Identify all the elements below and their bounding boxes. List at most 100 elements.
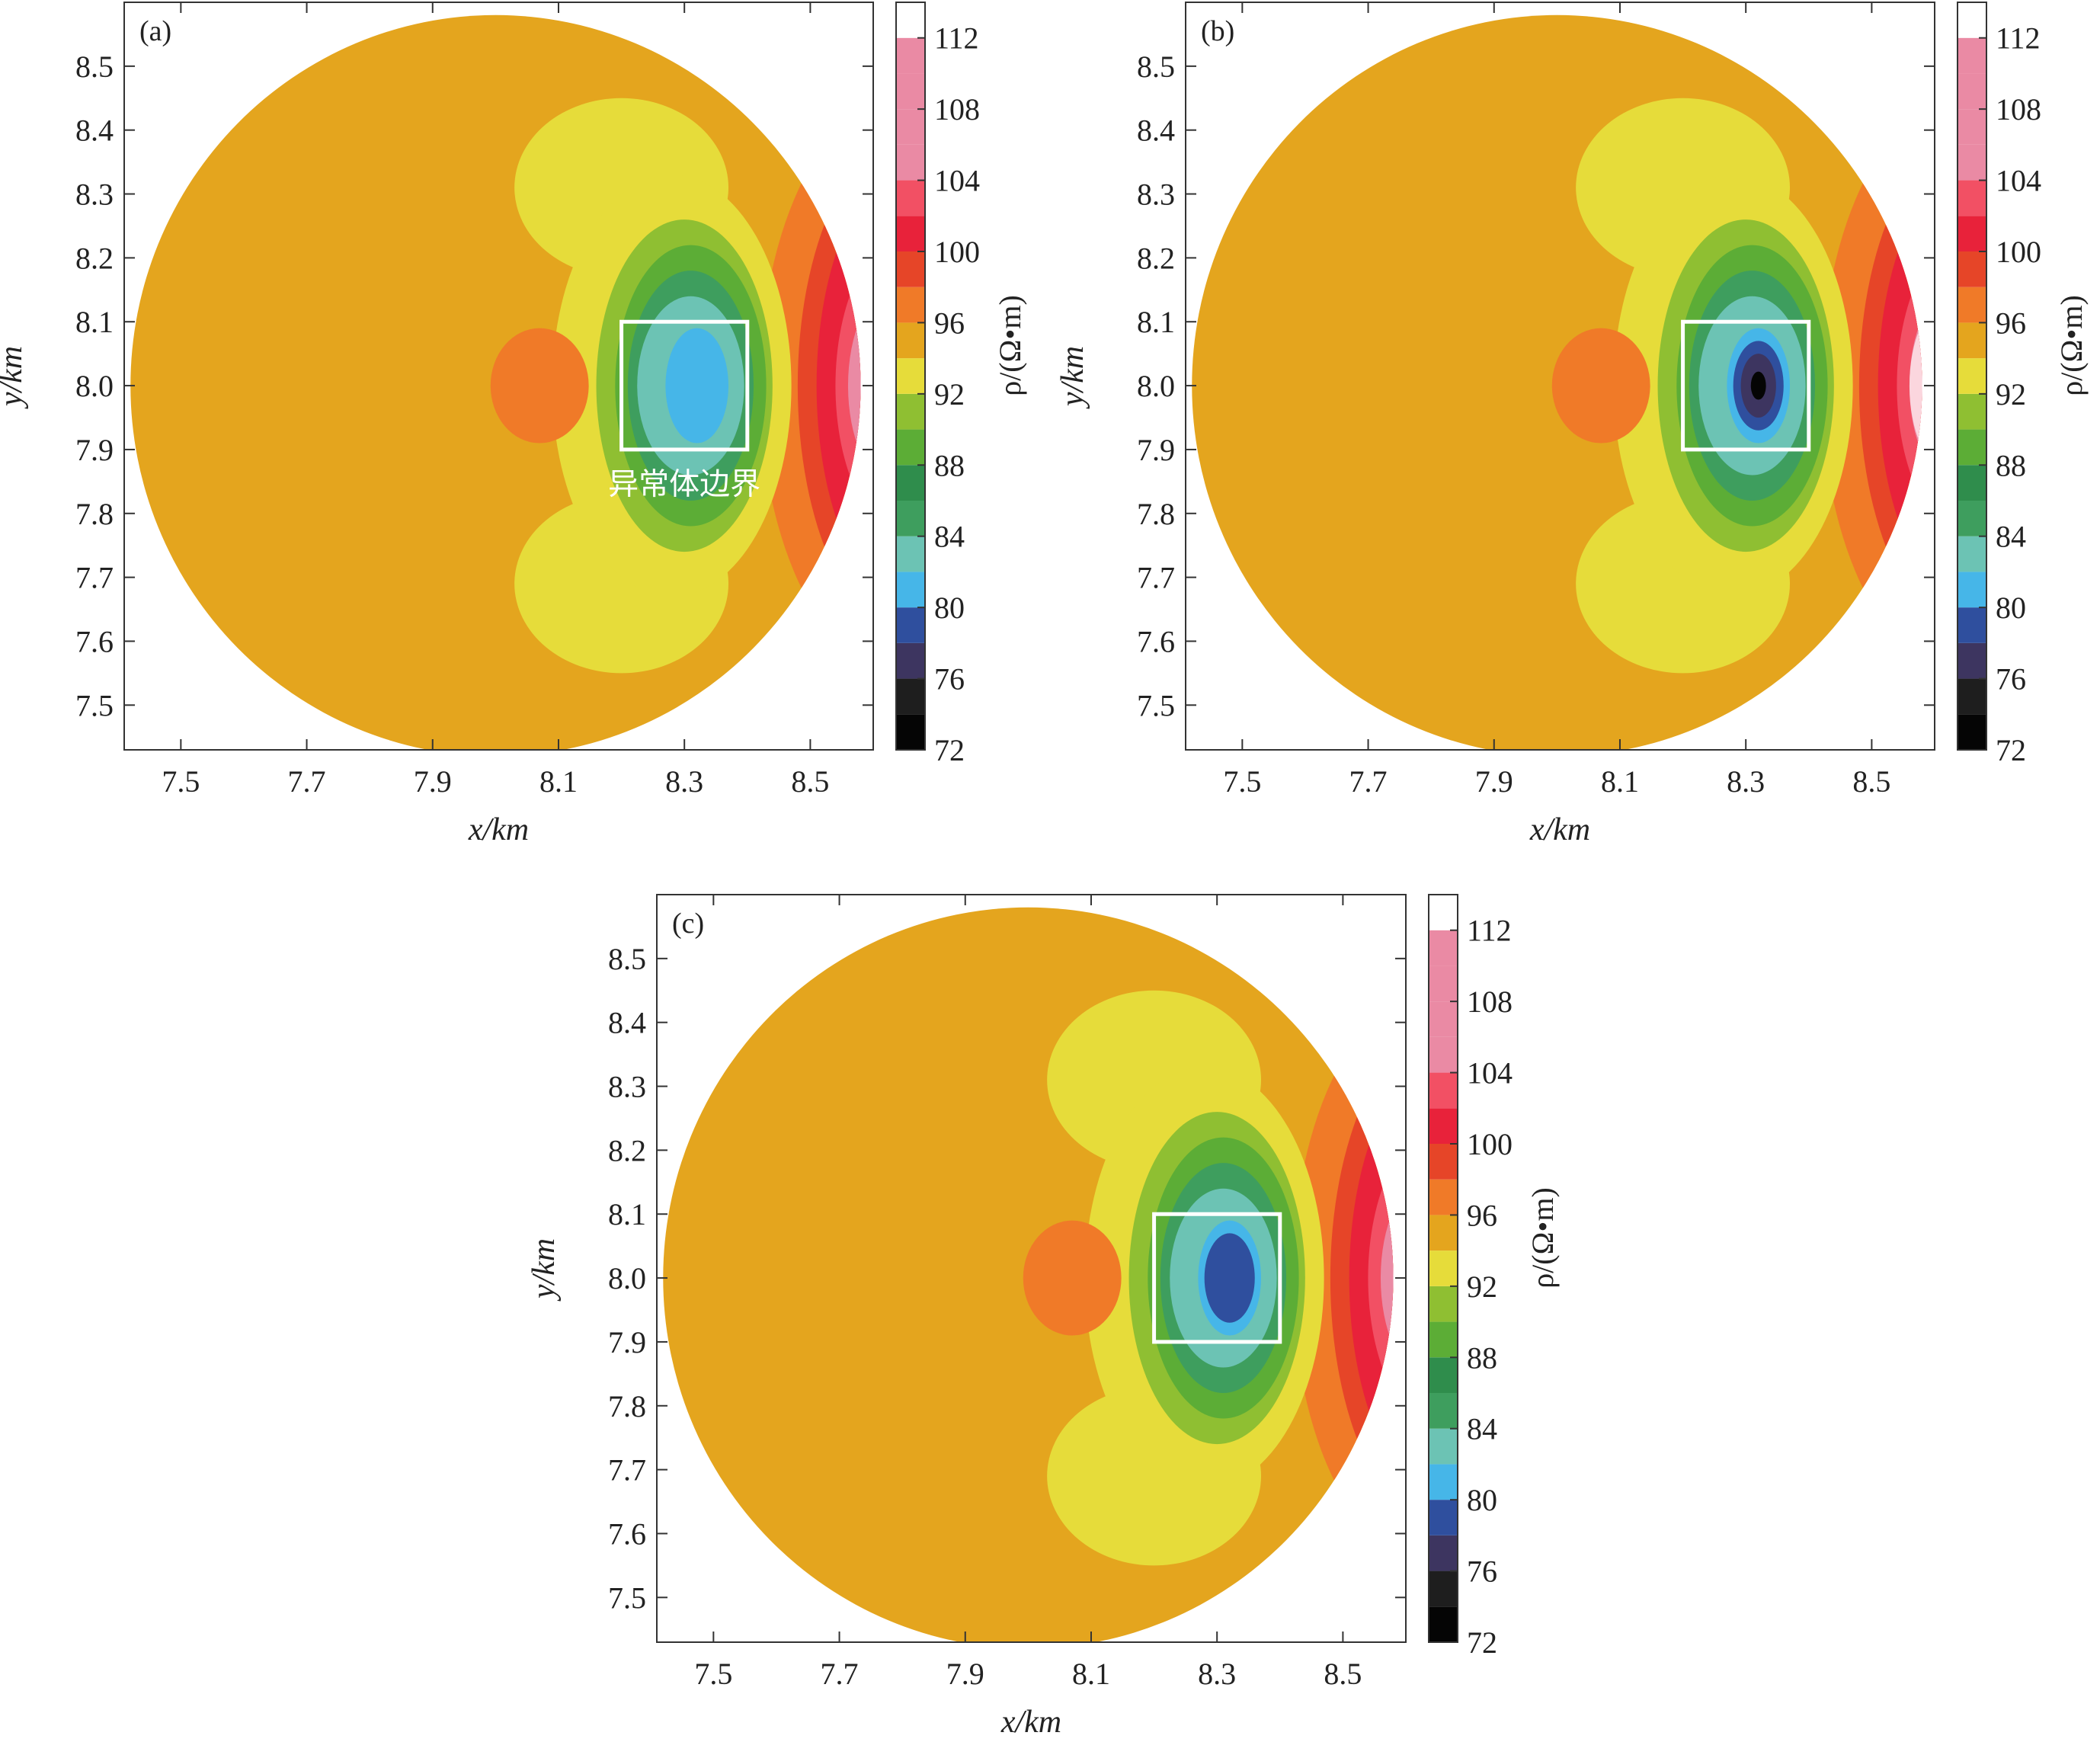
anomaly-boundary-label: 异常体边界 <box>608 467 760 502</box>
y-axis-label: y/km <box>527 1238 562 1302</box>
colorbar-tick-label: 96 <box>1467 1198 1497 1232</box>
y-tick-label: 8.4 <box>608 1006 646 1040</box>
x-tick-label: 8.3 <box>1727 764 1765 799</box>
colorbar-swatch <box>1429 1144 1458 1180</box>
colorbar-swatch <box>896 322 925 359</box>
y-tick-label: 7.6 <box>1137 624 1175 658</box>
y-tick-label: 8.4 <box>75 114 114 148</box>
colorbar-swatch <box>896 180 925 216</box>
colorbar-swatch <box>1429 895 1458 930</box>
y-tick-label: 7.9 <box>608 1325 646 1359</box>
colorbar-tick-label: 92 <box>1467 1270 1497 1304</box>
colorbar-swatch <box>896 2 925 38</box>
colorbar-swatch <box>1429 1535 1458 1571</box>
y-tick-label: 8.5 <box>1137 50 1175 84</box>
x-axis-label: x/km <box>1000 1705 1061 1740</box>
x-tick-label: 7.5 <box>694 1657 732 1691</box>
x-tick-label: 7.7 <box>1349 764 1388 799</box>
anomaly-boundary-box <box>1152 1212 1282 1344</box>
colorbar-tick-label: 88 <box>1996 448 2026 482</box>
colorbar-tick-label: 112 <box>934 21 979 56</box>
colorbar-swatch <box>896 144 925 181</box>
colorbar-label: ρ/(Ω•m) <box>993 295 1027 396</box>
plot-frame <box>1185 2 1935 751</box>
colorbar-swatch <box>896 358 925 394</box>
colorbar-swatch <box>1958 2 1986 38</box>
colorbar: 72 76 80 84 88 92 96 100 104 108 112 ρ/(Ω•m) <box>1428 894 1560 1660</box>
y-tick-label: 8.2 <box>608 1133 646 1167</box>
y-tick-label: 7.8 <box>75 497 114 531</box>
colorbar-tick-label: 80 <box>1996 591 2026 625</box>
colorbar-frame <box>1428 894 1458 1643</box>
colorbar-swatch <box>1958 536 1986 572</box>
contour-band-84 <box>665 328 729 444</box>
panel-tag: (a) <box>139 15 171 47</box>
y-tick-label: 8.1 <box>75 305 114 339</box>
colorbar-tick-label: 80 <box>1467 1483 1497 1517</box>
small-resistive-body <box>1023 1220 1122 1336</box>
colorbar-swatch <box>1429 1606 1458 1642</box>
colorbar-tick-label: 108 <box>1996 92 2041 126</box>
y-tick-label: 7.7 <box>608 1453 646 1487</box>
colorbar-swatch <box>1958 180 1986 216</box>
y-tick-label: 8.5 <box>75 50 114 84</box>
colorbar-tick-label: 72 <box>934 733 965 767</box>
y-tick-label: 8.1 <box>608 1197 646 1231</box>
colorbar-tick-label: 100 <box>1996 235 2041 269</box>
colorbar-swatch <box>896 109 925 145</box>
colorbar-tick-label: 92 <box>1996 377 2026 411</box>
colorbar-swatch <box>896 287 925 323</box>
y-tick-label: 8.2 <box>1137 241 1175 275</box>
colorbar-swatch <box>896 607 925 643</box>
colorbar-swatch <box>896 216 925 251</box>
colorbar-tick-label: 108 <box>1467 985 1513 1019</box>
colorbar-swatch <box>1958 109 1986 145</box>
x-tick-label: 8.3 <box>1198 1657 1236 1691</box>
colorbar-swatch <box>1429 930 1458 966</box>
colorbar-swatch <box>896 429 925 466</box>
y-tick-label: 8.2 <box>75 241 114 275</box>
colorbar-swatch <box>1429 1357 1458 1393</box>
colorbar-swatch <box>1958 465 1986 501</box>
panel-tag: (b) <box>1201 15 1234 47</box>
colorbar-tick-label: 72 <box>1996 733 2026 767</box>
colorbar-frame <box>1957 2 1987 751</box>
colorbar-swatch <box>896 714 925 750</box>
y-tick-label: 8.3 <box>75 178 114 212</box>
x-tick-label: 7.7 <box>288 764 326 799</box>
y-tick-label: 7.8 <box>608 1389 646 1423</box>
x-tick-label: 8.5 <box>1852 764 1890 799</box>
colorbar-tick-label: 76 <box>1996 662 2026 696</box>
y-tick-label: 7.5 <box>75 688 114 722</box>
colorbar-swatch <box>896 393 925 430</box>
small-resistive-body <box>490 328 589 444</box>
colorbar-tick-label: 88 <box>1467 1340 1497 1375</box>
y-tick-label: 7.7 <box>75 561 114 595</box>
x-tick-label: 8.1 <box>1601 764 1639 799</box>
colorbar-tick-label: 76 <box>934 662 965 696</box>
y-tick-label: 8.0 <box>608 1261 646 1295</box>
colorbar-swatch <box>1958 144 1986 181</box>
colorbar-swatch <box>1958 322 1986 359</box>
x-tick-label: 7.5 <box>1223 764 1261 799</box>
colorbar-swatch <box>1958 358 1986 394</box>
colorbar-swatch <box>1958 429 1986 466</box>
colorbar-swatch <box>896 251 925 287</box>
colorbar: 72 76 80 84 88 92 96 100 104 108 112 ρ/(Ω•m) <box>1957 2 2089 767</box>
colorbar-swatch <box>1429 965 1458 1002</box>
colorbar-swatch <box>896 37 925 74</box>
colorbar-swatch <box>1429 1215 1458 1251</box>
colorbar-tick-label: 84 <box>1996 520 2026 554</box>
colorbar-tick-label: 76 <box>1467 1555 1497 1589</box>
y-tick-label: 7.6 <box>75 624 114 658</box>
colorbar-swatch <box>896 465 925 501</box>
colorbar-tick-label: 108 <box>934 92 980 126</box>
y-tick-label: 8.4 <box>1137 114 1175 148</box>
x-tick-label: 7.9 <box>946 1657 984 1691</box>
y-tick-label: 7.6 <box>608 1516 646 1551</box>
colorbar-tick-label: 96 <box>1996 306 2026 340</box>
y-tick-label: 7.7 <box>1137 561 1175 595</box>
colorbar-label: ρ/(Ω•m) <box>2054 295 2089 396</box>
colorbar-tick-label: 104 <box>1467 1056 1513 1090</box>
colorbar-swatch <box>1429 1179 1458 1215</box>
